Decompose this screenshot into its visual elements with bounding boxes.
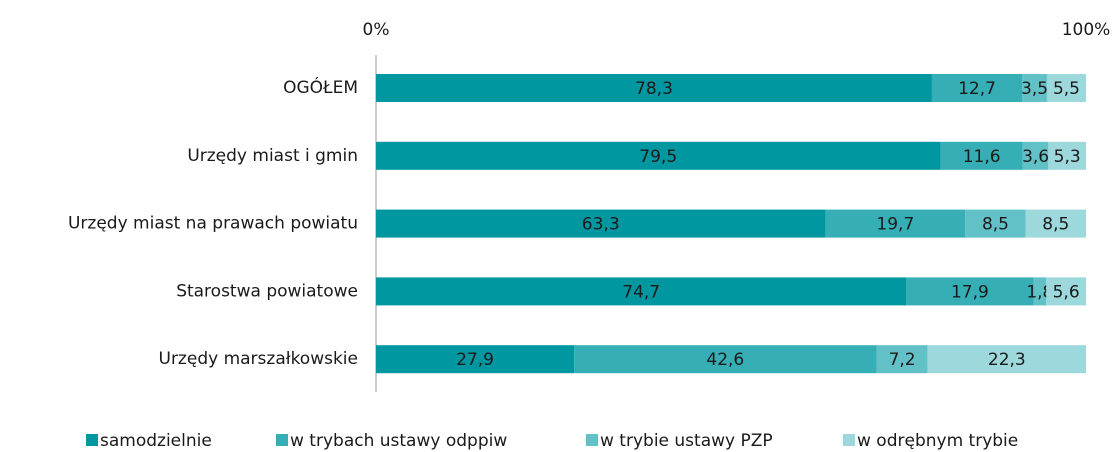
bar-segment [376, 209, 826, 238]
data-label: 74,7 [622, 282, 660, 302]
data-label: 63,3 [582, 215, 620, 235]
bar-segment [574, 345, 877, 374]
data-label: 79,5 [639, 147, 677, 167]
bar-segment [376, 141, 941, 170]
bar-segment [965, 209, 1026, 238]
y-tick-label: Urzędy marszałkowskie [159, 349, 359, 369]
data-label: 78,3 [635, 79, 673, 99]
data-label: 11,6 [963, 147, 1001, 167]
data-label: 5,6 [1053, 282, 1080, 302]
data-label: 27,9 [456, 350, 494, 370]
data-label: 3,5 [1021, 79, 1048, 99]
data-label: 12,7 [958, 79, 996, 99]
y-tick-label: Urzędy miast i gmin [187, 146, 358, 166]
data-label: 42,6 [706, 350, 744, 370]
bar-segment [927, 345, 1086, 374]
data-label: 17,9 [951, 282, 989, 302]
bar-segment [1022, 141, 1049, 170]
legend-label: w odrębnym trybie [857, 431, 1018, 451]
bar-segment [376, 345, 575, 374]
data-label: 8,5 [1042, 215, 1069, 235]
data-label: 22,3 [988, 350, 1026, 370]
data-label: 19,7 [876, 215, 914, 235]
x-tick-label: 100% [1062, 20, 1111, 40]
bar-segment [876, 345, 928, 374]
bar-segment [1046, 277, 1086, 306]
x-tick-label: 0% [363, 20, 390, 40]
legend-swatch [586, 434, 598, 446]
bar-segment [376, 277, 907, 306]
bar-segment [1033, 277, 1047, 306]
bar-segment [1025, 209, 1086, 238]
bar-segment [906, 277, 1034, 306]
data-label: 7,2 [889, 350, 916, 370]
bar-segment [940, 141, 1023, 170]
data-label: 8,5 [982, 215, 1009, 235]
legend-label: w trybach ustawy odppiw [290, 431, 507, 451]
data-label: 3,6 [1022, 147, 1049, 167]
bar-segment [931, 74, 1023, 102]
bar-segment [825, 209, 966, 238]
bar-segment [1048, 141, 1086, 170]
bar-segment [376, 74, 932, 102]
bar-segment [1022, 74, 1047, 102]
data-label: 5,3 [1054, 147, 1081, 167]
legend-swatch [276, 434, 288, 446]
y-tick-label: Urzędy miast na prawach powiatu [68, 214, 358, 234]
bar-segment [1046, 74, 1086, 102]
legend-swatch [843, 434, 855, 446]
legend-label: samodzielnie [100, 431, 212, 451]
legend-label: w trybie ustawy PZP [600, 431, 773, 451]
data-label: 5,5 [1053, 79, 1080, 99]
y-tick-label: OGÓŁEM [283, 76, 358, 98]
y-tick-label: Starostwa powiatowe [176, 281, 358, 301]
legend-swatch [86, 434, 98, 446]
